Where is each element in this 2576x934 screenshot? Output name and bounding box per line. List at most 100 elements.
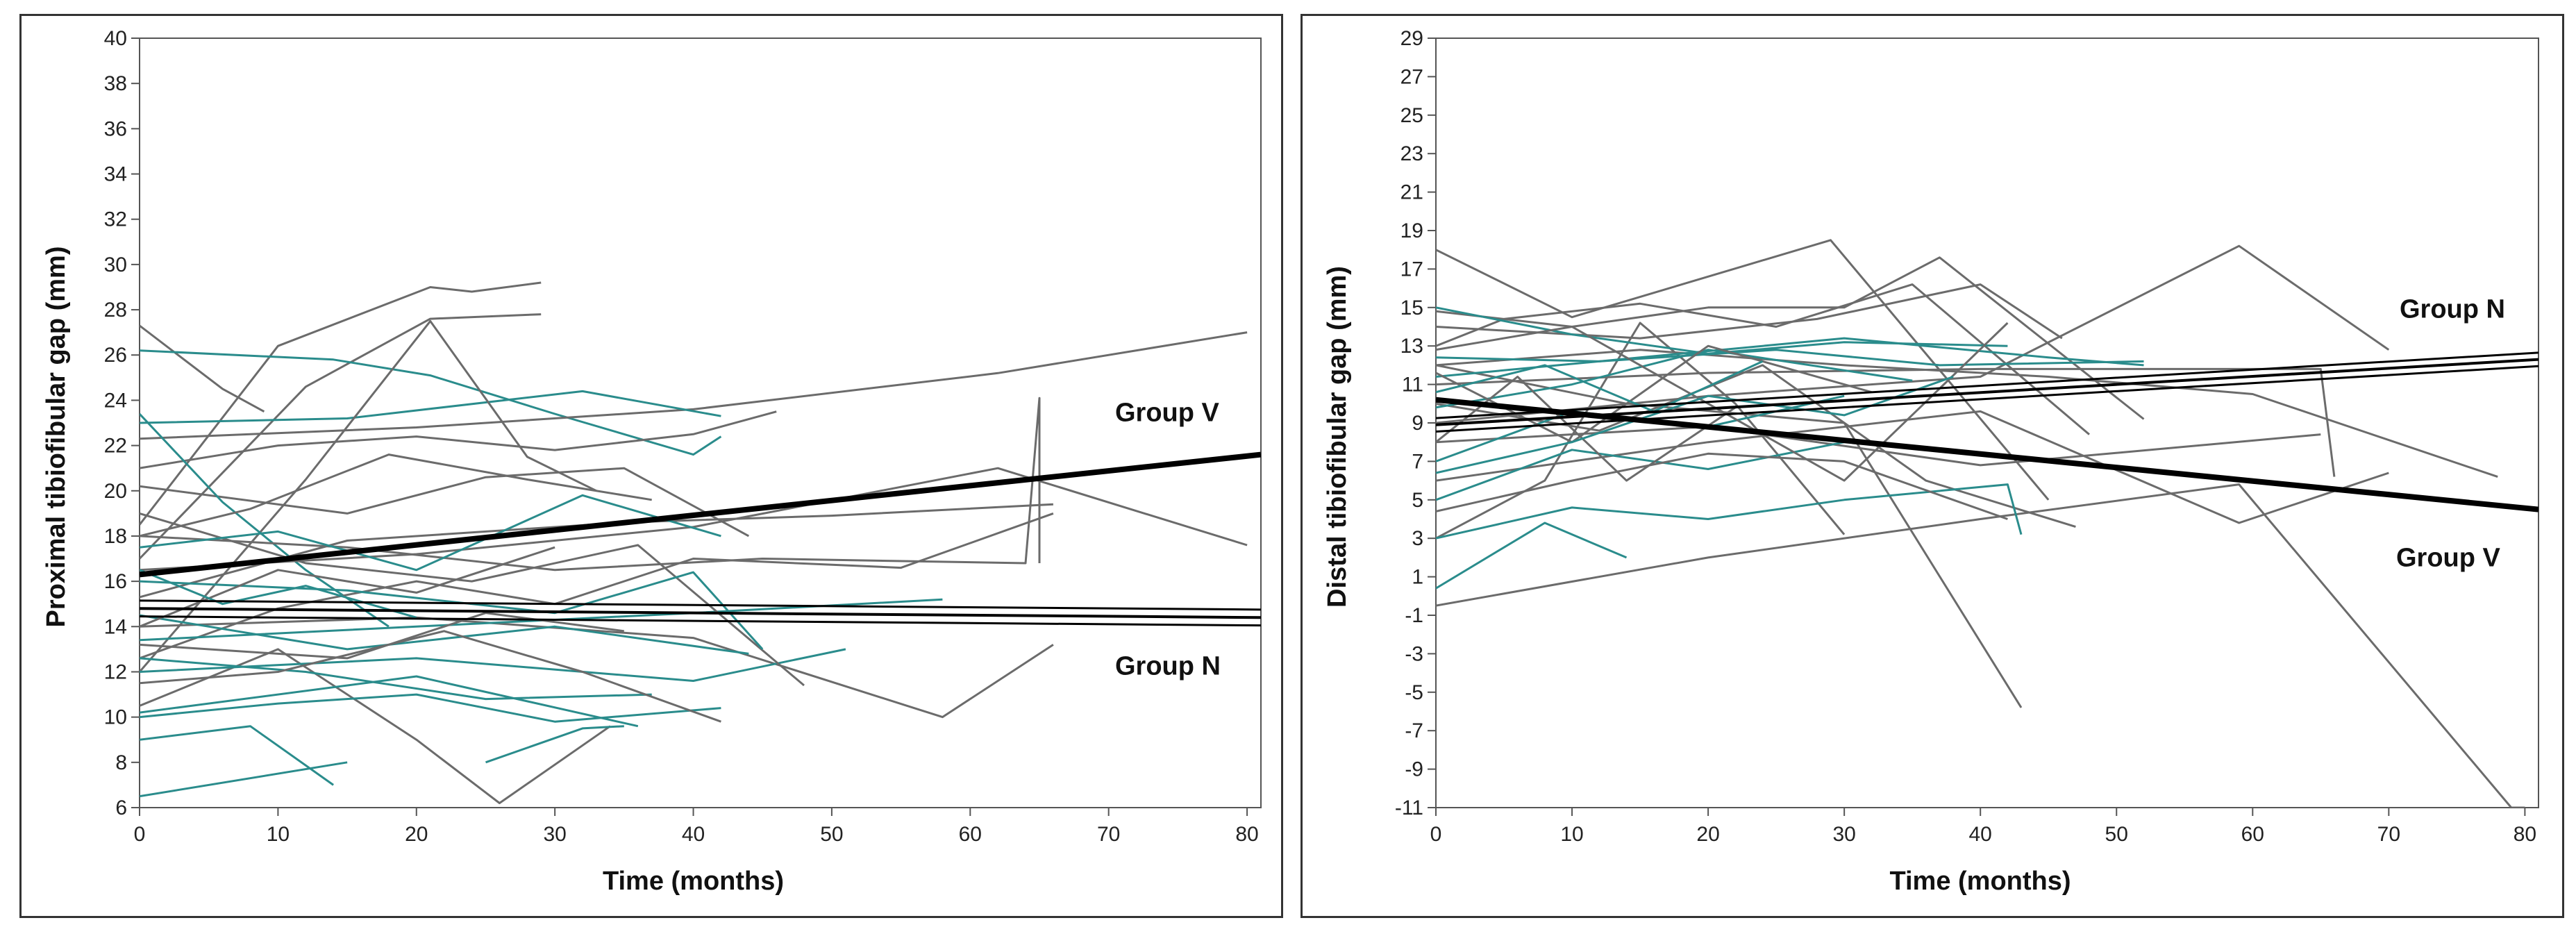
proximal-series-line-s9 <box>140 467 750 537</box>
distal-ytick-label: 1 <box>1412 566 1423 589</box>
proximal-group-label-group-n: Group N <box>1115 651 1221 681</box>
proximal-xtick-label: 40 <box>682 823 705 846</box>
proximal-ytick-label: 40 <box>104 27 127 50</box>
distal-group-label-group-n: Group N <box>2400 295 2505 324</box>
distal-series-line-d12 <box>1436 283 2090 435</box>
proximal-y-axis-title: Proximal tibiofibular gap (mm) <box>42 247 71 628</box>
proximal-xtick-label: 20 <box>405 823 428 846</box>
distal-series-line-d23 <box>1436 376 1737 482</box>
proximal-ytick-label: 30 <box>104 253 127 276</box>
distal-series-line-d20 <box>1436 441 1845 501</box>
proximal-series-line-s16 <box>140 648 611 804</box>
distal-series-line-d8 <box>1436 367 2336 477</box>
proximal-series-line-s6 <box>140 390 721 424</box>
distal-ytick-label: 15 <box>1400 297 1423 319</box>
distal-ytick-label: 3 <box>1412 527 1423 550</box>
distal-ytick-label: 17 <box>1400 258 1423 281</box>
distal-group-label-group-v: Group V <box>2396 544 2501 573</box>
proximal-xtick-label: 50 <box>820 823 843 846</box>
proximal-plot-frame <box>139 37 1262 808</box>
proximal-series-line-s1 <box>140 281 542 526</box>
proximal-ytick-label: 10 <box>104 706 127 729</box>
proximal-ytick-label: 38 <box>104 72 127 95</box>
distal-mean-line-group-v <box>1436 397 2539 512</box>
distal-xtick-label: 30 <box>1832 823 1855 846</box>
distal-ytick-label: 23 <box>1400 142 1423 165</box>
distal-ytick-label: -3 <box>1405 642 1423 665</box>
proximal-series-line-s4 <box>140 349 722 456</box>
proximal-series-line-s25 <box>140 512 805 687</box>
distal-plot-frame <box>1435 37 2539 808</box>
distal-series-line-d21 <box>1436 349 1913 409</box>
distal-ytick-label: -9 <box>1405 758 1423 781</box>
proximal-x-axis-title: Time (months) <box>603 867 784 896</box>
proximal-series-line-s33 <box>140 675 639 728</box>
distal-ytick-label: 9 <box>1412 412 1423 435</box>
proximal-series-line-s14 <box>140 512 1054 660</box>
distal-ytick-label: 19 <box>1400 219 1423 242</box>
proximal-group-label-group-v: Group V <box>1115 399 1220 428</box>
proximal-series-line-s2 <box>140 313 542 560</box>
proximal-series-line-s20 <box>485 725 624 764</box>
proximal-series-line-s21 <box>140 648 846 682</box>
distal-series-group <box>1436 239 2539 808</box>
proximal-series-line-s17 <box>140 693 721 723</box>
chart-panel-proximal: 6 8 10 12 14 16 18 20 22 24 26 28 30 32 34 36 38 40 0 10 20 3… <box>19 14 1283 918</box>
distal-ytick-label: 7 <box>1412 450 1423 473</box>
distal-xtick-label: 10 <box>1560 823 1583 846</box>
distal-ytick-label: -7 <box>1405 719 1423 742</box>
distal-xtick-label: 20 <box>1696 823 1719 846</box>
proximal-ytick-label: 36 <box>104 117 127 140</box>
proximal-series-group <box>140 281 1261 804</box>
distal-series-line-d17 <box>1436 349 2144 367</box>
distal-series-line-d14 <box>1436 483 2023 540</box>
proximal-mean-band-group-n <box>140 599 1261 611</box>
proximal-ytick-label: 16 <box>104 570 127 593</box>
proximal-series-line-s7 <box>140 319 597 673</box>
proximal-ytick-label: 6 <box>115 797 127 819</box>
proximal-xtick-label: 80 <box>1235 823 1258 846</box>
distal-xtick-label: 50 <box>2105 823 2128 846</box>
distal-y-axis-title: Distal tibiofibular gap (mm) <box>1323 266 1352 608</box>
proximal-series-line-s18 <box>140 761 348 798</box>
proximal-series-line-s13 <box>140 503 1053 599</box>
chart-panel-distal: -11 -9 -7 -5 -3 -1 1 3 5 7 9 11 13 15 17 19 21 23 25 27 29 0 1… <box>1300 14 2564 918</box>
proximal-ytick-label: 24 <box>104 389 127 412</box>
proximal-xtick-label: 10 <box>267 823 290 846</box>
distal-ytick-label: 25 <box>1400 104 1423 127</box>
proximal-series-line-s28 <box>140 494 721 572</box>
proximal-xtick-label: 70 <box>1097 823 1120 846</box>
proximal-ytick-label: 28 <box>104 299 127 322</box>
proximal-series-line-s19 <box>140 725 334 786</box>
distal-ytick-label: 27 <box>1400 65 1423 88</box>
distal-ytick-label: 29 <box>1400 27 1423 50</box>
proximal-ytick-label: 32 <box>104 208 127 231</box>
distal-xtick-label: 70 <box>2377 823 2400 846</box>
distal-xtick-label: 0 <box>1430 823 1442 846</box>
distal-series-line-d25 <box>1436 376 1954 474</box>
distal-xtick-label: 40 <box>1969 823 1992 846</box>
proximal-series-line-s3 <box>140 324 265 413</box>
proximal-xtick-label: 60 <box>959 823 982 846</box>
proximal-series-line-s27 <box>140 630 721 723</box>
proximal-series-line-s32 <box>140 612 624 660</box>
distal-xtick-label: 80 <box>2514 823 2536 846</box>
distal-series-line-d9 <box>1436 283 2063 340</box>
proximal-mean-line-group-n <box>140 607 1261 619</box>
proximal-mean-line-group-v <box>140 451 1261 578</box>
distal-series-line-d11 <box>1436 256 2145 420</box>
proximal-ytick-label: 26 <box>104 344 127 367</box>
distal-series-line-d22 <box>1436 322 2009 482</box>
proximal-ytick-label: 18 <box>104 525 127 548</box>
distal-series-line-d10 <box>1436 322 1846 540</box>
proximal-series-line-s12 <box>140 397 1041 572</box>
distal-xtick-label: 60 <box>2241 823 2264 846</box>
distal-series-line-d5 <box>1436 410 2389 524</box>
distal-series-line-d26 <box>1436 452 2008 520</box>
proximal-ytick-label: 20 <box>104 480 127 503</box>
distal-ytick-label: 21 <box>1400 181 1423 204</box>
proximal-series-line-s22 <box>140 657 652 701</box>
proximal-ytick-label: 12 <box>104 660 127 683</box>
distal-mean-band-group-n <box>1436 351 2539 419</box>
distal-x-axis-title: Time (months) <box>1889 867 2071 896</box>
